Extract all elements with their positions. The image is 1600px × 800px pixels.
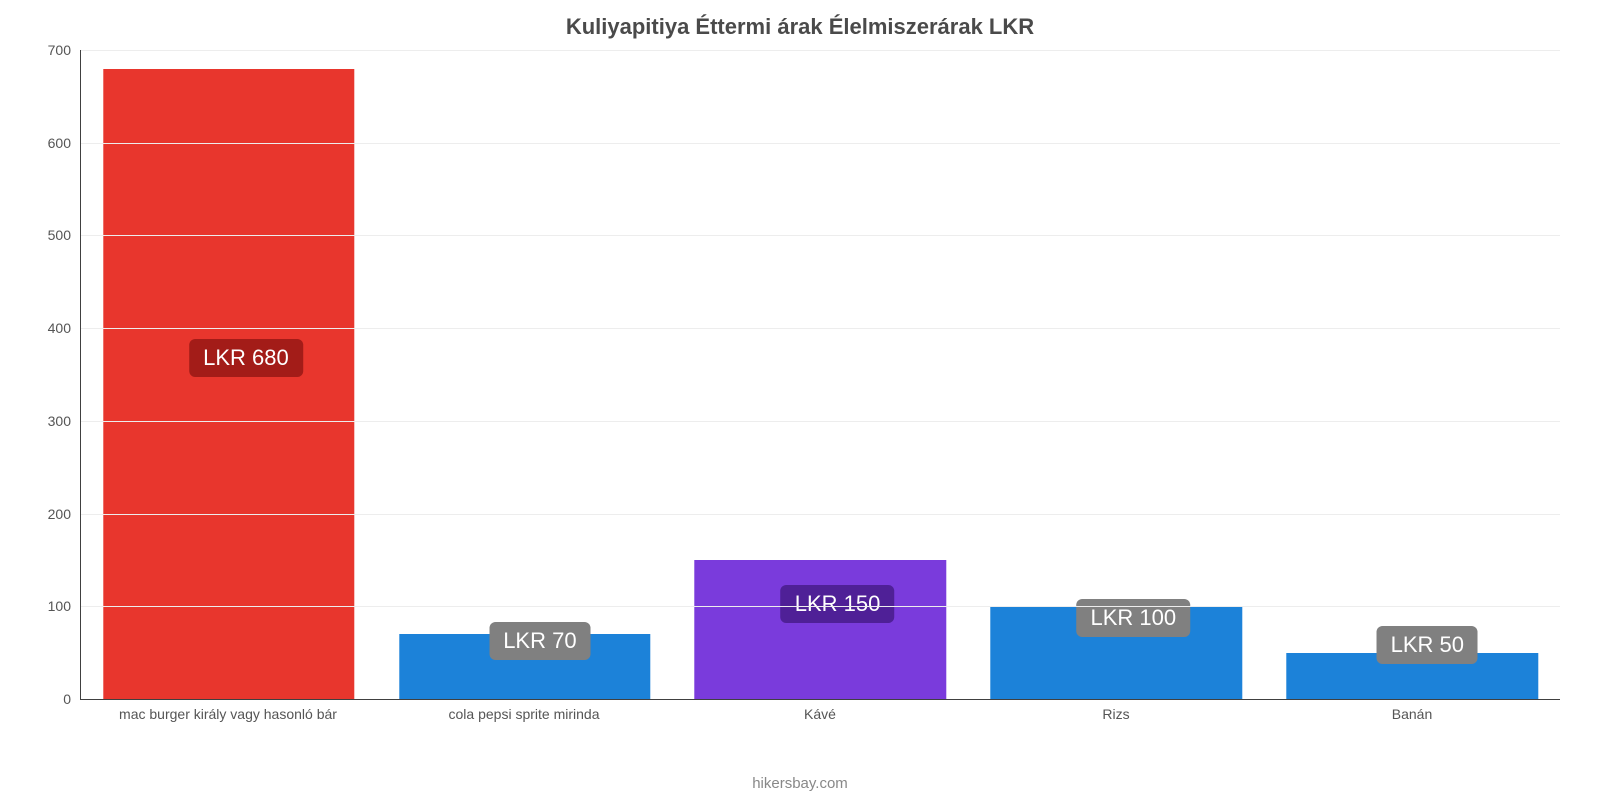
x-axis-tick: Banán [1264,700,1560,730]
x-axis-tick: cola pepsi sprite mirinda [376,700,672,730]
gridline [81,514,1560,515]
gridline [81,421,1560,422]
bar [695,560,946,699]
chart-area: LKR 680LKR 70LKR 150LKR 100LKR 50 010020… [80,50,1560,730]
bars-container: LKR 680 LKR 70 LKR 150 LKR 100 LKR 50 [81,50,1560,699]
y-axis-tick: 500 [48,227,71,243]
y-axis-tick: 0 [63,691,71,707]
bar-slot: LKR 680 [81,50,377,699]
y-axis-tick: 100 [48,598,71,614]
y-axis-tick: 400 [48,320,71,336]
bar-value-label: LKR 50 [1377,626,1478,664]
bar [103,69,354,699]
bar-slot: LKR 70 [377,50,673,699]
y-axis-tick: 700 [48,42,71,58]
bar-slot: LKR 150 [673,50,969,699]
gridline [81,50,1560,51]
bar-slot: LKR 50 [1264,50,1560,699]
y-axis-tick: 200 [48,506,71,522]
y-axis-tick: 300 [48,413,71,429]
x-axis-tick: mac burger király vagy hasonló bár [80,700,376,730]
bar-value-label: LKR 150 [781,585,895,623]
x-axis-tick: Rizs [968,700,1264,730]
bar-value-label: LKR 70 [489,622,590,660]
x-axis-tick: Kávé [672,700,968,730]
gridline [81,235,1560,236]
chart-title: Kuliyapitiya Éttermi árak Élelmiszerárak… [0,0,1600,48]
gridline [81,143,1560,144]
plot-area: LKR 680LKR 70LKR 150LKR 100LKR 50 010020… [80,50,1560,700]
gridline [81,606,1560,607]
bar-value-label: LKR 100 [1077,599,1191,637]
x-axis-labels: mac burger király vagy hasonló bárcola p… [80,700,1560,730]
bar-value-label: LKR 680 [189,339,303,377]
source-attribution: hikersbay.com [0,775,1600,792]
bar-slot: LKR 100 [968,50,1264,699]
gridline [81,328,1560,329]
y-axis-tick: 600 [48,135,71,151]
